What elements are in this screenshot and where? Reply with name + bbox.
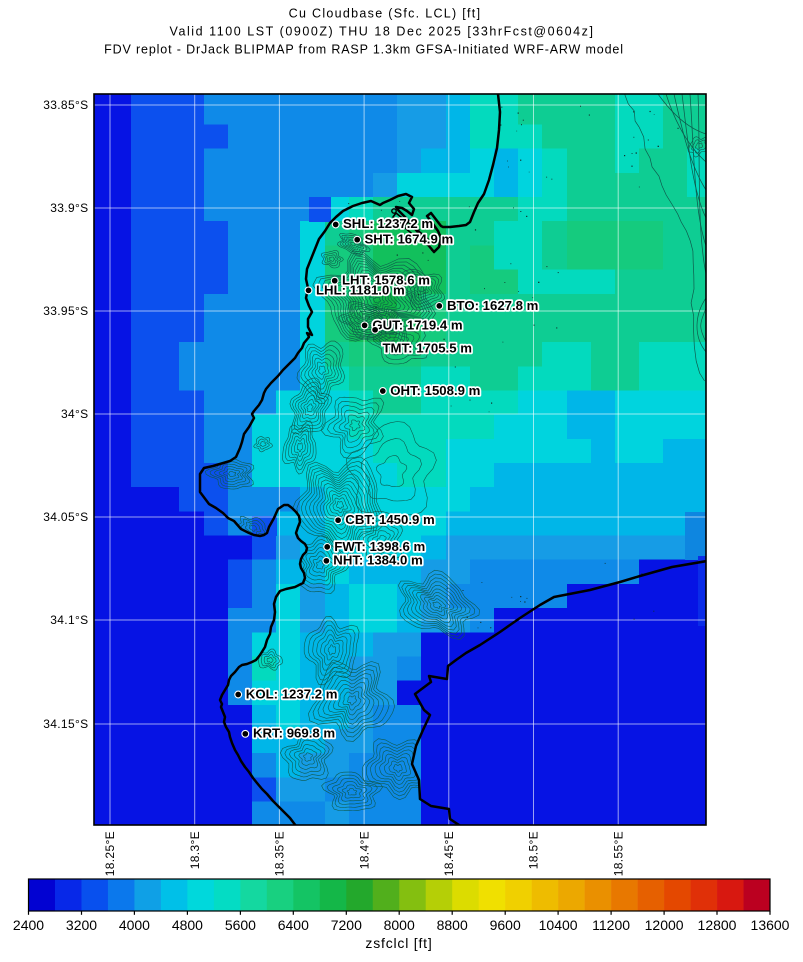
svg-text:8800: 8800 — [437, 917, 468, 933]
svg-text:3200: 3200 — [66, 917, 97, 933]
svg-text:18.55°E: 18.55°E — [611, 831, 625, 876]
svg-text:LHT: 1578.6 m: LHT: 1578.6 m — [342, 273, 430, 288]
svg-text:4000: 4000 — [119, 917, 150, 933]
svg-text:NHT: 1384.0 m: NHT: 1384.0 m — [333, 553, 422, 568]
svg-text:KRT: 969.8 m: KRT: 969.8 m — [253, 726, 335, 741]
svg-text:Valid 1100 LST (0900Z) THU 18: Valid 1100 LST (0900Z) THU 18 Dec 2025 [… — [170, 25, 595, 39]
svg-text:18.4°E: 18.4°E — [357, 831, 371, 869]
svg-text:18.45°E: 18.45°E — [442, 831, 456, 876]
svg-text:BTO: 1627.8 m: BTO: 1627.8 m — [447, 298, 538, 313]
svg-text:18.25°E: 18.25°E — [103, 831, 117, 876]
svg-text:10400: 10400 — [539, 917, 578, 933]
svg-text:33.95°S: 33.95°S — [43, 304, 88, 318]
svg-text:FWT: 1398.6 m: FWT: 1398.6 m — [334, 539, 425, 554]
svg-text:KOL: 1237.2 m: KOL: 1237.2 m — [246, 687, 338, 702]
svg-text:LHL: 1181.0 m: LHL: 1181.0 m — [316, 282, 405, 297]
svg-text:GUT: 1719.4 m: GUT: 1719.4 m — [372, 318, 462, 333]
svg-text:FDV replot - DrJack BLIPMAP fr: FDV replot - DrJack BLIPMAP from RASP 1.… — [104, 43, 624, 57]
svg-text:4800: 4800 — [172, 917, 203, 933]
svg-text:SHT: 1674.9 m: SHT: 1674.9 m — [365, 232, 454, 247]
svg-text:12000: 12000 — [645, 917, 684, 933]
svg-text:33.9°S: 33.9°S — [50, 201, 88, 215]
svg-text:TMT: 1705.5 m: TMT: 1705.5 m — [383, 341, 472, 356]
svg-text:OHT: 1508.9 m: OHT: 1508.9 m — [390, 383, 480, 398]
svg-text:34.05°S: 34.05°S — [43, 510, 88, 524]
svg-text:9600: 9600 — [490, 917, 521, 933]
svg-text:SHL: 1237.2 m: SHL: 1237.2 m — [343, 216, 433, 231]
svg-text:12800: 12800 — [698, 917, 737, 933]
svg-text:18.3°E: 18.3°E — [188, 831, 202, 869]
svg-text:5600: 5600 — [225, 917, 256, 933]
svg-text:34.15°S: 34.15°S — [43, 717, 88, 731]
svg-text:7200: 7200 — [331, 917, 362, 933]
svg-text:11200: 11200 — [592, 917, 630, 933]
svg-text:Cu Cloudbase (Sfc. LCL) [ft]: Cu Cloudbase (Sfc. LCL) [ft] — [289, 7, 482, 21]
svg-text:18.35°E: 18.35°E — [273, 831, 287, 876]
svg-text:18.5°E: 18.5°E — [527, 831, 541, 869]
svg-text:zsfclcl [ft]: zsfclcl [ft] — [365, 935, 432, 951]
svg-text:33.85°S: 33.85°S — [43, 98, 88, 112]
svg-text:34.1°S: 34.1°S — [50, 613, 88, 627]
svg-text:13600: 13600 — [751, 917, 790, 933]
svg-text:8000: 8000 — [384, 917, 415, 933]
svg-text:CBT: 1450.9 m: CBT: 1450.9 m — [345, 512, 434, 527]
svg-text:6400: 6400 — [278, 917, 309, 933]
svg-text:2400: 2400 — [13, 917, 44, 933]
svg-text:34°S: 34°S — [61, 407, 89, 421]
